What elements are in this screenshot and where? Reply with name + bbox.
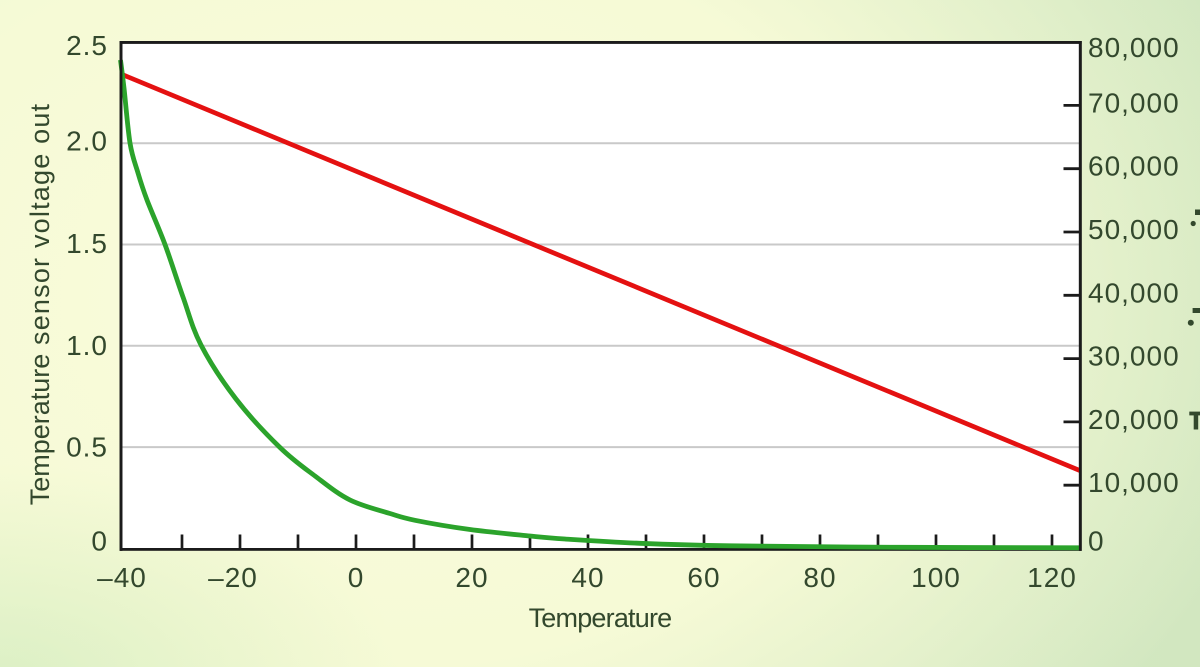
svg-text:40,000: 40,000 <box>1088 277 1180 308</box>
svg-text:80: 80 <box>803 562 836 593</box>
svg-text:40: 40 <box>571 562 604 593</box>
svg-text:2.5: 2.5 <box>66 30 108 61</box>
svg-text:30,000: 30,000 <box>1088 341 1180 372</box>
svg-text:0: 0 <box>348 562 365 593</box>
svg-text:20,000: 20,000 <box>1088 404 1180 435</box>
svg-text:Temperature: Temperature <box>529 603 672 633</box>
svg-text:Temperature sensor voltage out: Temperature sensor voltage out <box>25 103 55 506</box>
svg-text:0: 0 <box>91 526 108 557</box>
svg-text:80,000: 80,000 <box>1088 32 1180 63</box>
svg-text:20: 20 <box>455 562 488 593</box>
svg-text:–40: –40 <box>97 562 147 593</box>
svg-text:70,000: 70,000 <box>1088 87 1180 118</box>
svg-text:120: 120 <box>1027 562 1077 593</box>
svg-text:–20: –20 <box>208 562 258 593</box>
svg-text:1.5: 1.5 <box>66 228 108 259</box>
svg-text:1.0: 1.0 <box>66 330 108 361</box>
svg-text:10,000: 10,000 <box>1088 467 1180 498</box>
svg-text:50,000: 50,000 <box>1088 214 1180 245</box>
svg-text:60: 60 <box>687 562 720 593</box>
svg-text:100: 100 <box>911 562 961 593</box>
svg-text:2.0: 2.0 <box>66 126 108 157</box>
svg-text:0.5: 0.5 <box>66 432 108 463</box>
svg-text:0: 0 <box>1088 525 1105 556</box>
svg-text:60,000: 60,000 <box>1088 151 1180 182</box>
